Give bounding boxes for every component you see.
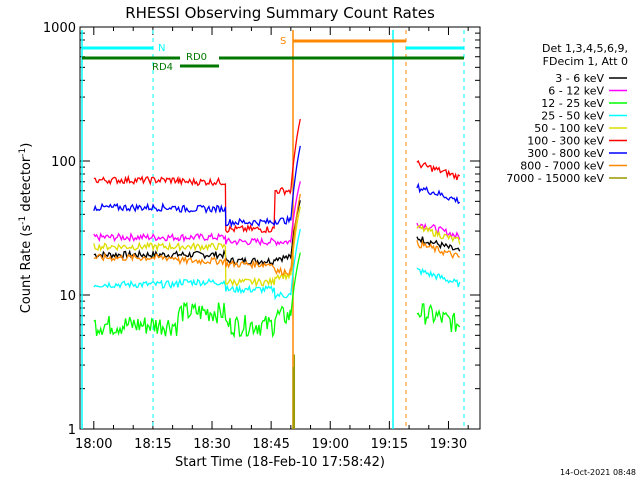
y-tick-labels: 1 10 100 1000 [43, 21, 76, 438]
series-line-post [416, 236, 461, 252]
series-line-pre [93, 193, 301, 276]
series-line-pre [93, 118, 301, 234]
x-tick-label: 18:15 [134, 437, 171, 452]
series-line-post [416, 182, 461, 205]
footer-date: 14-Oct-2021 08:48 [560, 468, 636, 477]
x-tick-labels: 18:00 18:15 18:30 18:45 19:00 19:15 19:30 [75, 437, 467, 452]
series-line-post [416, 160, 461, 181]
x-tick-label: 19:30 [430, 437, 467, 452]
legend-label: 12 - 25 keV [541, 97, 604, 110]
legend-label: 25 - 50 keV [541, 110, 604, 123]
series-line-pre [93, 181, 301, 247]
flag-bars: N S RD0 RD4 [82, 36, 464, 73]
x-tick-label: 19:15 [371, 437, 408, 452]
x-axis-label: Start Time (18-Feb-10 17:58:42) [175, 455, 385, 470]
legend-label: 6 - 12 keV [548, 85, 604, 98]
series-line-post [416, 222, 461, 240]
legend-label: 7000 - 15000 keV [506, 172, 604, 185]
y-axis-label: Count Rate (s-1 detector-1) [18, 143, 34, 314]
x-tick-label: 19:00 [312, 437, 349, 452]
series-line-post [416, 224, 461, 245]
chart-title: RHESSI Observing Summary Count Rates [125, 4, 435, 22]
legend-label: 3 - 6 keV [555, 72, 604, 85]
y-tick-label: 100 [51, 155, 76, 170]
flag-rd4-label: RD4 [152, 62, 173, 73]
legend-header-1: Det 1,3,4,5,6,9, [542, 42, 628, 55]
legend-label: 50 - 100 keV [534, 122, 604, 135]
y-tick-label: 10 [59, 289, 76, 304]
series-line-pre [93, 228, 301, 301]
legend-header-2: FDecim 1, Att 0 [543, 55, 628, 68]
series-line-post [416, 239, 460, 260]
series-lines [93, 118, 461, 429]
series-line-post [416, 303, 461, 333]
flag-s-label: S [280, 36, 286, 47]
x-tick-label: 18:00 [75, 437, 112, 452]
series-line-post [416, 267, 461, 288]
legend-label: 800 - 7000 keV [520, 160, 604, 173]
series-line-pre [93, 145, 301, 229]
y-tick-label: 1 [68, 423, 76, 438]
x-tick-label: 18:30 [193, 437, 230, 452]
series-line-pre [93, 252, 301, 339]
plot-frame [79, 26, 481, 430]
y-tick-label: 1000 [43, 21, 76, 36]
series-line-pre [93, 206, 301, 288]
flag-rd0-label: RD0 [186, 52, 207, 63]
x-tick-label: 18:45 [252, 437, 289, 452]
flag-n-label: N [158, 43, 165, 54]
legend-label: 300 - 800 keV [527, 147, 604, 160]
legend-label: 100 - 300 keV [527, 135, 604, 148]
